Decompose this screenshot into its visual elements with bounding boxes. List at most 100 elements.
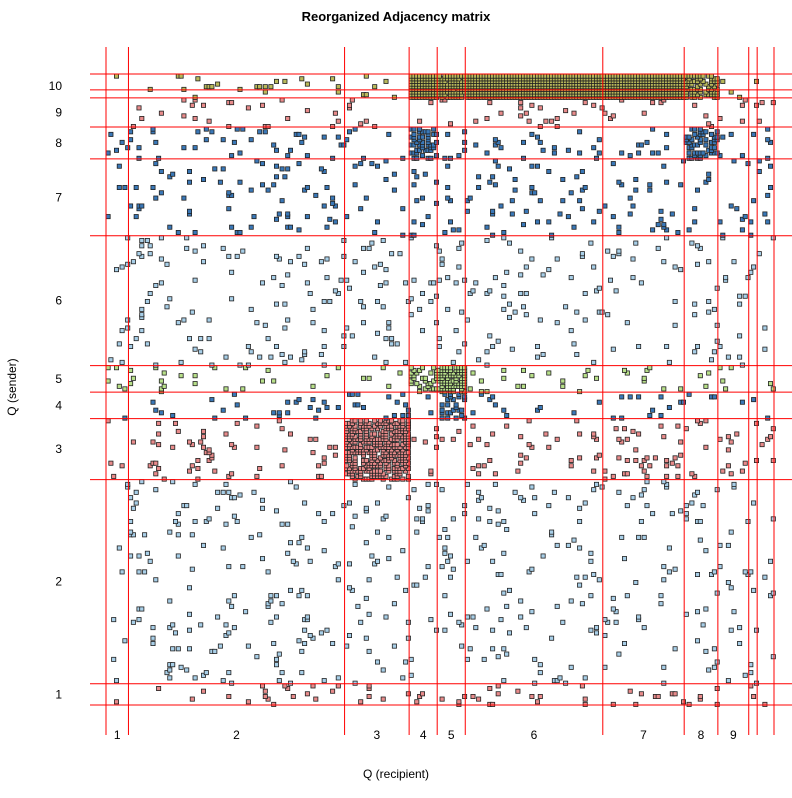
matrix-cell [209, 362, 215, 368]
matrix-cell [765, 126, 771, 132]
matrix-cell [433, 627, 439, 633]
matrix-cell [147, 290, 153, 296]
matrix-cell [287, 680, 293, 686]
matrix-cell [622, 367, 628, 373]
matrix-cell [405, 431, 411, 437]
matrix-cell [624, 457, 630, 463]
matrix-cell [209, 452, 215, 458]
matrix-cell [641, 110, 647, 116]
matrix-cell [231, 495, 237, 501]
matrix-cell [285, 399, 291, 405]
matrix-cell [321, 460, 327, 466]
matrix-cell [144, 550, 150, 556]
matrix-cell [523, 264, 529, 270]
matrix-cell [571, 537, 577, 543]
matrix-cell [243, 415, 249, 421]
matrix-cell [153, 195, 159, 201]
matrix-cell [403, 359, 409, 365]
matrix-cell [630, 256, 636, 262]
matrix-cell [181, 113, 187, 119]
matrix-cell [445, 306, 451, 312]
matrix-cell [231, 625, 237, 631]
matrix-cell [335, 118, 341, 124]
matrix-cell [310, 306, 316, 312]
matrix-cell [158, 410, 164, 416]
matrix-cell [257, 84, 263, 90]
matrix-cell [470, 423, 476, 429]
matrix-cell [352, 259, 358, 265]
matrix-cell [770, 516, 776, 522]
matrix-cell [686, 134, 692, 140]
matrix-cell [585, 367, 591, 373]
matrix-cell [313, 696, 319, 702]
matrix-cell [487, 100, 493, 106]
matrix-cell [436, 248, 442, 254]
matrix-cell [273, 301, 279, 307]
matrix-cell [363, 457, 369, 463]
matrix-cell [265, 569, 271, 575]
matrix-cell [414, 198, 420, 204]
matrix-cell [428, 381, 434, 387]
matrix-cell [501, 229, 507, 235]
matrix-cell [596, 150, 602, 156]
matrix-cell [768, 139, 774, 145]
matrix-cell [498, 145, 504, 151]
matrix-cell [442, 545, 448, 551]
matrix-cell [408, 312, 414, 318]
matrix-cell [428, 410, 434, 416]
matrix-cell [487, 179, 493, 185]
matrix-cell [254, 444, 260, 450]
matrix-cell [237, 492, 243, 498]
matrix-cell [689, 155, 695, 161]
matrix-cell [610, 346, 616, 352]
matrix-cell [636, 614, 642, 620]
matrix-cell [532, 680, 538, 686]
matrix-cell [265, 696, 271, 702]
y-tick-label: 4 [55, 398, 62, 412]
matrix-cell [700, 78, 706, 84]
matrix-cell [186, 336, 192, 342]
matrix-cell [324, 224, 330, 230]
matrix-cell [661, 479, 667, 485]
matrix-cell [192, 481, 198, 487]
matrix-cell [697, 245, 703, 251]
matrix-cell [717, 116, 723, 122]
matrix-cell [240, 386, 246, 392]
matrix-cell [276, 418, 282, 424]
matrix-cell [184, 667, 190, 673]
matrix-cell [445, 163, 451, 169]
matrix-cell [470, 370, 476, 376]
matrix-cell [411, 232, 417, 238]
matrix-cell [304, 691, 310, 697]
matrix-cell [139, 312, 145, 318]
matrix-cell [439, 256, 445, 262]
matrix-cell [158, 235, 164, 241]
matrix-cell [518, 272, 524, 278]
matrix-cell [577, 431, 583, 437]
y-tick-label: 7 [55, 190, 62, 204]
matrix-cell [307, 290, 313, 296]
matrix-cell [389, 341, 395, 347]
matrix-cell [619, 439, 625, 445]
matrix-cell [579, 251, 585, 257]
matrix-cell [374, 500, 380, 506]
matrix-cell [414, 381, 420, 387]
matrix-cell [231, 391, 237, 397]
matrix-cell [714, 285, 720, 291]
matrix-cell [268, 354, 274, 360]
matrix-cell [287, 147, 293, 153]
matrix-cell [431, 126, 437, 132]
y-tick-label: 10 [49, 79, 63, 93]
matrix-cell [285, 410, 291, 416]
matrix-cell [720, 134, 726, 140]
matrix-cell [661, 434, 667, 440]
x-tick-label: 8 [698, 728, 705, 742]
matrix-cell [543, 431, 549, 437]
matrix-cell [400, 206, 406, 212]
matrix-cell [352, 163, 358, 169]
matrix-cell [279, 463, 285, 469]
matrix-cell [287, 587, 293, 593]
matrix-cell [616, 179, 622, 185]
matrix-cell [450, 516, 456, 522]
matrix-cell [198, 349, 204, 355]
